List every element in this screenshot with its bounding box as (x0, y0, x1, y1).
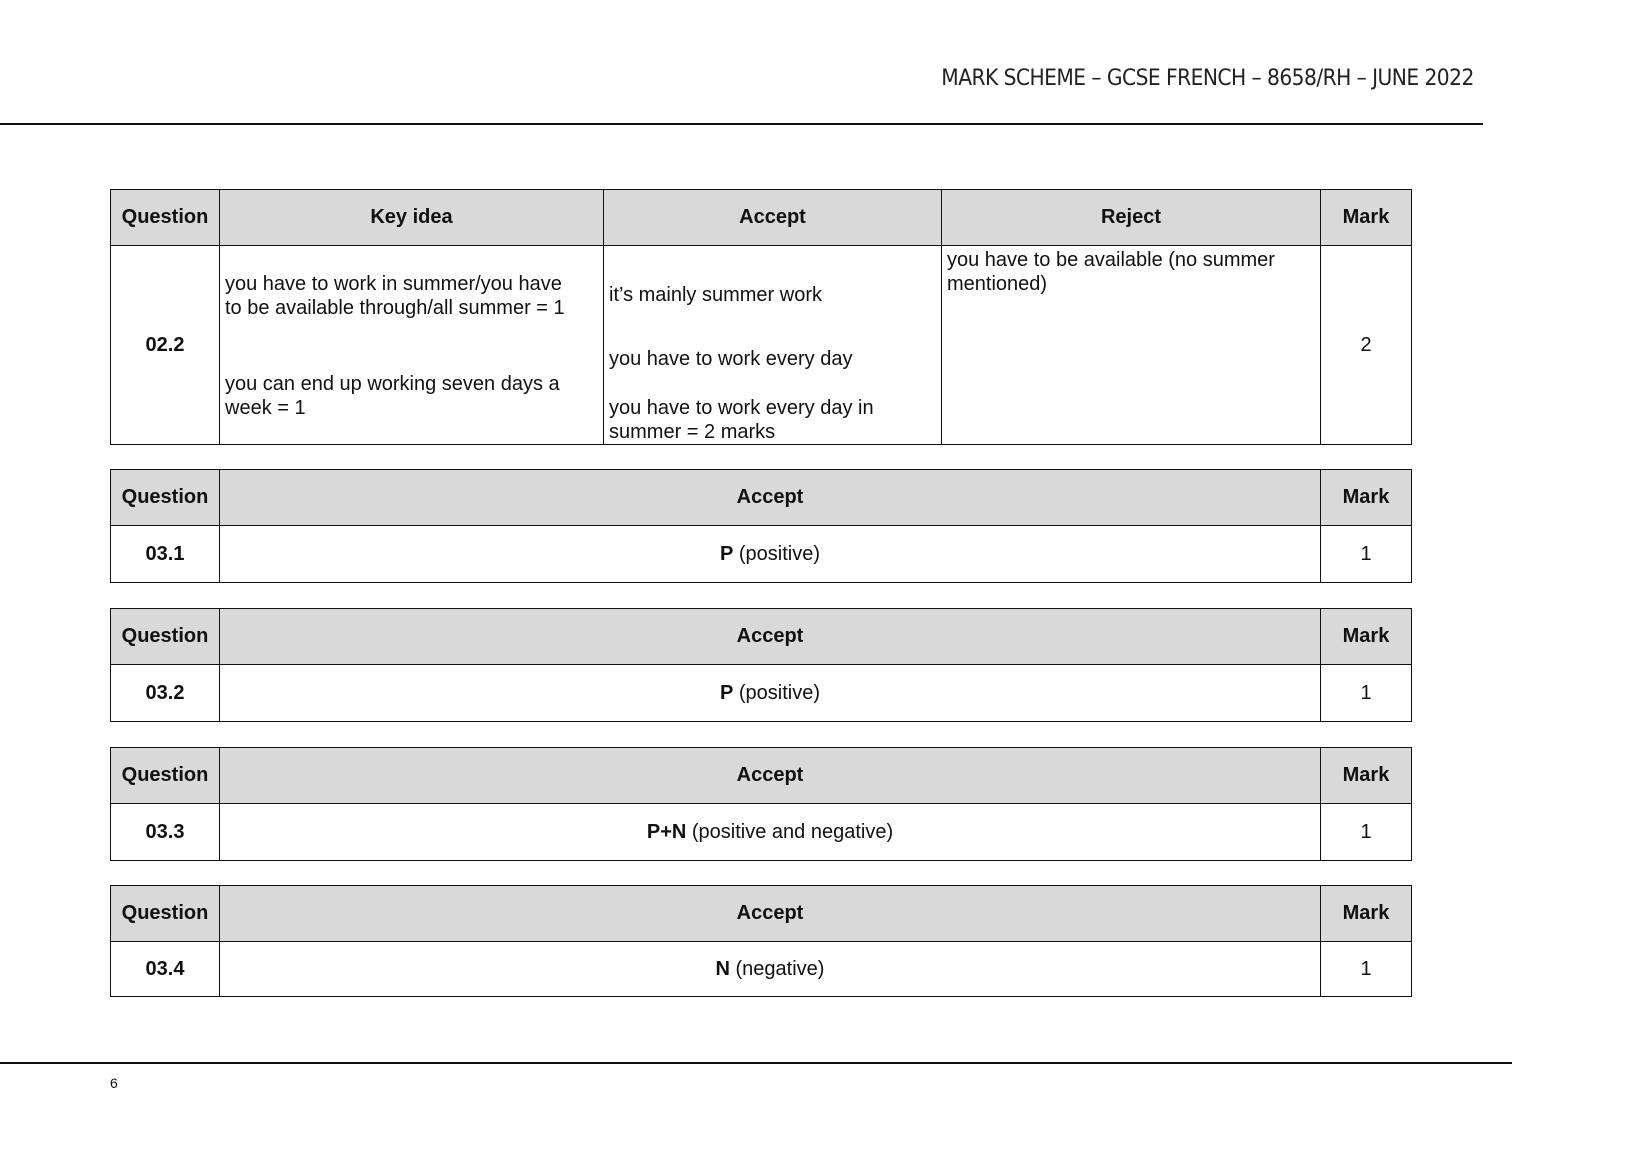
accept-answer: N (negative) (220, 942, 1321, 996)
accept-answer: P (positive) (220, 526, 1321, 582)
col-header-accept: Accept (220, 886, 1321, 942)
header-rule (0, 123, 1483, 125)
mark-value: 2 (1360, 333, 1372, 356)
col-header-question: Question (111, 609, 220, 665)
col-header-question: Question (111, 190, 220, 246)
key-idea-line: you have to work in summer/you have (225, 273, 562, 295)
col-header-mark: Mark (1321, 886, 1411, 942)
mark-value: 1 (1360, 957, 1372, 980)
page-number: 6 (110, 1075, 118, 1091)
col-header-question: Question (111, 470, 220, 526)
answer-description: (positive) (733, 542, 821, 565)
question-number: 03.3 (111, 804, 220, 860)
accept-answer: P+N (positive and negative) (220, 804, 1321, 860)
col-header-accept: Accept (220, 470, 1321, 526)
answer-description: (negative) (729, 957, 825, 980)
col-header-mark: Mark (1321, 470, 1411, 526)
col-header-reject: Reject (942, 190, 1321, 246)
key-idea-line: week = 1 (225, 397, 306, 419)
accept-line: you have to work every day (609, 348, 853, 370)
col-header-mark: Mark (1321, 748, 1411, 804)
key-idea-cell: you have to work in summer/you have to b… (220, 246, 604, 444)
answer-description: (positive and negative) (686, 820, 894, 843)
question-number: 03.2 (111, 665, 220, 721)
reject-cell: you have to be available (no summer ment… (942, 246, 1321, 444)
question-number: 02.2 (111, 246, 220, 444)
answer-code: P (719, 681, 734, 704)
key-idea-line: to be available through/all summer = 1 (225, 297, 565, 319)
accept-line: summer = 2 marks (609, 421, 776, 443)
mark-value: 1 (1360, 542, 1372, 565)
accept-answer: P (positive) (220, 665, 1321, 721)
footer-rule (0, 1062, 1512, 1064)
accept-cell: it’s mainly summer work you have to work… (604, 246, 942, 444)
accept-line: it’s mainly summer work (609, 284, 822, 306)
col-header-accept: Accept (220, 748, 1321, 804)
mark-table-03-3: Question Accept Mark 03.3 P+N (positive … (110, 747, 1412, 861)
col-header-accept: Accept (220, 609, 1321, 665)
col-header-mark: Mark (1321, 190, 1411, 246)
question-number: 03.4 (111, 942, 220, 996)
mark-table-03-4: Question Accept Mark 03.4 N (negative) 1 (110, 885, 1412, 997)
col-header-question: Question (111, 748, 220, 804)
mark-table-03-1: Question Accept Mark 03.1 P (positive) 1 (110, 469, 1412, 583)
col-header-question: Question (111, 886, 220, 942)
reject-line: mentioned) (947, 273, 1048, 295)
answer-code: N (715, 957, 730, 980)
col-header-key-idea: Key idea (220, 190, 604, 246)
answer-code: P+N (646, 820, 687, 843)
answer-description: (positive) (733, 681, 821, 704)
accept-line: you have to work every day in (609, 397, 874, 419)
reject-line: you have to be available (no summer (947, 249, 1275, 271)
mark-value: 1 (1360, 681, 1372, 704)
mark-value: 1 (1360, 820, 1372, 843)
mark-table-02-2: Question Key idea Accept Reject Mark 02.… (110, 189, 1412, 445)
col-header-mark: Mark (1321, 609, 1411, 665)
answer-code: P (719, 542, 734, 565)
mark-table-03-2: Question Accept Mark 03.2 P (positive) 1 (110, 608, 1412, 722)
running-header: MARK SCHEME – GCSE FRENCH – 8658/RH – JU… (941, 66, 1475, 91)
col-header-accept: Accept (604, 190, 942, 246)
key-idea-line: you can end up working seven days a (225, 373, 560, 395)
question-number: 03.1 (111, 526, 220, 582)
